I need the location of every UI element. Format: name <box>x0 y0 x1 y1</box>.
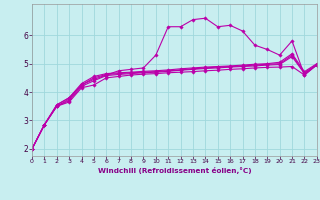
X-axis label: Windchill (Refroidissement éolien,°C): Windchill (Refroidissement éolien,°C) <box>98 167 251 174</box>
